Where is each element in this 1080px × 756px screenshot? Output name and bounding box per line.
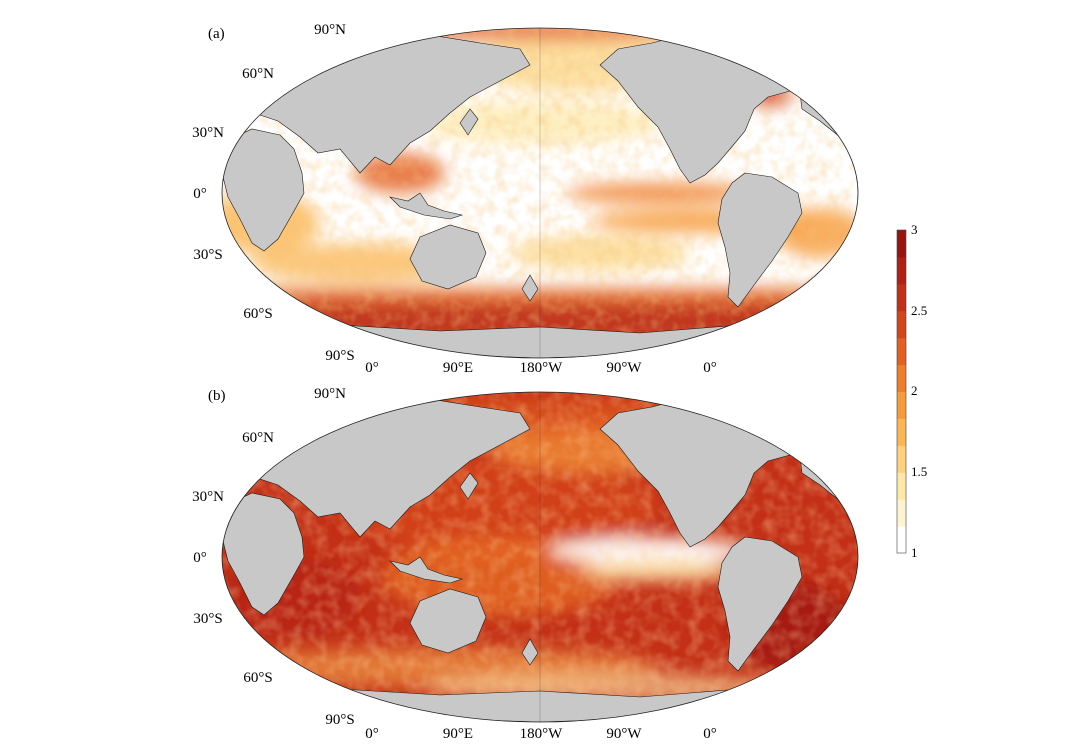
colorbar-swatch [897, 256, 906, 285]
colorbar-tick: 1 [911, 545, 918, 560]
colorbar-swatch [897, 418, 906, 446]
lon-label: 0° [703, 360, 717, 376]
lon-labels-a: 0° 90°E 180°W 90°W 0° [365, 360, 717, 376]
colorbar-swatch [897, 472, 906, 500]
lon-label: 180°W [520, 726, 563, 742]
lat-label: 60°S [243, 670, 272, 686]
map-field [222, 28, 858, 358]
colorbar-frame [896, 229, 907, 554]
lon-label: 90°E [443, 726, 473, 742]
colorbar-swatch [897, 310, 906, 339]
colorbar-swatch [897, 283, 906, 312]
lon-label: 0° [703, 726, 717, 742]
colorbar-swatches [897, 230, 906, 554]
lat-label: 60°N [242, 430, 274, 446]
colorbar: 1 1.5 2 2.5 3 [896, 222, 927, 560]
colorbar-tick: 2 [911, 383, 918, 398]
lat-label: 30°S [193, 611, 222, 627]
panel-b [221, 391, 859, 723]
colorbar-swatch [897, 364, 906, 392]
lat-label: 0° [193, 550, 207, 566]
panel-label-b: (b) [208, 388, 226, 404]
colorbar-tick: 1.5 [911, 464, 927, 479]
lat-label: 30°N [192, 125, 224, 141]
lon-label: 180°W [520, 360, 563, 376]
lat-label: 0° [193, 186, 207, 202]
lat-label: 90°S [325, 712, 354, 728]
lat-label: 60°S [243, 306, 272, 322]
colorbar-swatch [897, 499, 906, 527]
colorbar-swatch [897, 337, 906, 366]
lon-label: 0° [365, 360, 379, 376]
colorbar-swatch [897, 230, 906, 258]
lat-labels-b: 90°N 60°N 30°N 0° 30°S 60°S 90°S [192, 386, 355, 728]
lat-label: 30°N [192, 489, 224, 505]
lon-label: 0° [365, 726, 379, 742]
colorbar-swatch [897, 526, 906, 554]
colorbar-swatch [897, 445, 906, 473]
map-frame [221, 27, 859, 359]
map-frame [221, 391, 859, 723]
panel-a [221, 27, 859, 359]
colorbar-tick: 2.5 [911, 303, 927, 318]
lat-label: 90°N [314, 22, 346, 38]
lon-label: 90°W [606, 726, 642, 742]
panel-label-a: (a) [208, 26, 225, 42]
lat-label: 60°N [242, 66, 274, 82]
lat-labels-a: 90°N 60°N 30°N 0° 30°S 60°S 90°S [192, 22, 355, 364]
lat-label: 90°N [314, 386, 346, 402]
map-field [222, 392, 858, 722]
lat-label: 90°S [325, 348, 354, 364]
lon-label: 90°E [443, 360, 473, 376]
colorbar-tick: 3 [911, 222, 918, 237]
lat-label: 30°S [193, 247, 222, 263]
colorbar-swatch [897, 391, 906, 419]
lon-labels-b: 0° 90°E 180°W 90°W 0° [365, 726, 717, 742]
lon-label: 90°W [606, 360, 642, 376]
